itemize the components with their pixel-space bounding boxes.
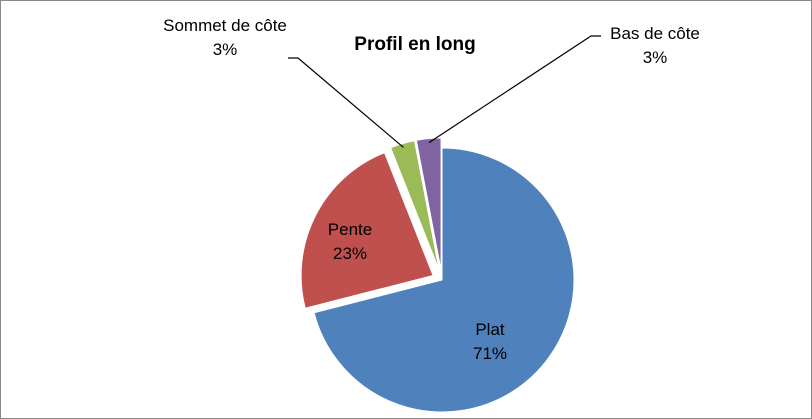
pie-slice <box>389 140 440 271</box>
label-value: 23% <box>332 244 368 263</box>
leader-line <box>288 57 404 148</box>
pie-slice <box>300 152 434 309</box>
pie-slice <box>415 137 442 271</box>
label-name: Bas de côte <box>610 24 700 43</box>
label-value: 71% <box>472 344 508 363</box>
pie-slice <box>313 147 575 413</box>
data-label: Bas de côte 3% <box>590 22 720 70</box>
leader-line <box>428 35 601 144</box>
label-name: Sommet de côte <box>163 16 287 35</box>
label-value: 3% <box>212 40 238 59</box>
label-value: 3% <box>642 48 668 67</box>
data-label: Sommet de côte 3% <box>160 14 290 62</box>
label-name: Pente <box>327 220 373 239</box>
chart-title: Profil en long <box>354 34 476 55</box>
label-name: Plat <box>475 320 505 339</box>
data-label: Plat 71% <box>420 318 560 366</box>
data-label: Pente 23% <box>290 218 410 266</box>
